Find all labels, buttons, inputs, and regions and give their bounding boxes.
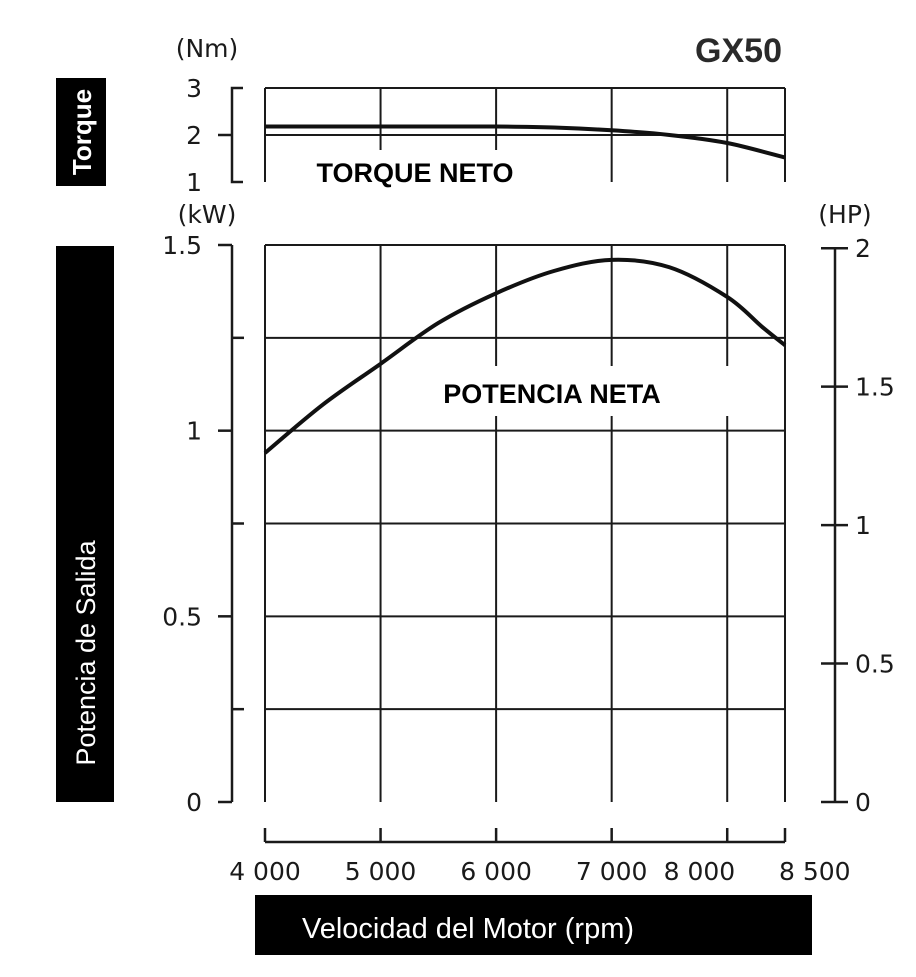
power-unit-right-label: (HP) [818, 200, 871, 229]
power-series-label-bg [412, 366, 732, 416]
x-tick-label: 5 000 [345, 857, 417, 886]
power-unit-left-label: (kW) [178, 200, 237, 229]
torque-y-tick-label: 3 [186, 74, 202, 103]
torque-curve [265, 124, 786, 160]
x-tick-label: 4 000 [229, 857, 301, 886]
torque-series-label: TORQUE NETO [316, 158, 513, 188]
chart-title: GX50 [695, 32, 782, 70]
torque-y-tick-label: 1 [186, 168, 202, 197]
series-layer [263, 124, 787, 455]
x-tick-label: 8 000 [664, 857, 736, 886]
grid-layer [264, 87, 786, 802]
power-y-tick-label-left: 1.5 [162, 231, 202, 260]
torque-tab [56, 78, 106, 186]
power-axis-label: Potencia de Salida [71, 539, 101, 765]
torque-axis-label: Torque [67, 89, 97, 175]
x-tick-label: 8 500 [779, 857, 851, 886]
torque-series-label-bg [296, 150, 608, 196]
x-axis-label: Velocidad del Motor (rpm) [302, 913, 634, 945]
x-axis-label-bg [255, 895, 812, 955]
power-y-tick-label-right: 0 [855, 788, 871, 817]
power-y-tick-label-left: 0.5 [162, 602, 202, 631]
power-y-tick-label-right: 2 [855, 234, 871, 263]
torque-unit-label: (Nm) [176, 34, 239, 63]
x-tick-label: 6 000 [460, 857, 532, 886]
tick-label-layer: 1 2 3 0 0.5 1 1.5 0 0.5 1 1.5 2 4 000 5 000 6 000 7 000… [162, 74, 895, 886]
power-y-tick-label-right: 0.5 [855, 650, 895, 679]
torque-y-axis [230, 86, 243, 184]
power-y-tick-label-left: 0 [186, 788, 202, 817]
x-tick-label: 7 000 [576, 857, 648, 886]
axes-layer [218, 86, 848, 844]
power-tab [56, 246, 114, 802]
torque-y-tick-label: 2 [186, 121, 202, 150]
power-y-tick-label-right: 1 [855, 511, 871, 540]
power-y-tick-label-right: 1.5 [855, 373, 895, 402]
power-series-label: POTENCIA NETA [443, 379, 661, 409]
power-y-tick-label-left: 1 [186, 417, 202, 446]
power-curve [263, 257, 787, 455]
